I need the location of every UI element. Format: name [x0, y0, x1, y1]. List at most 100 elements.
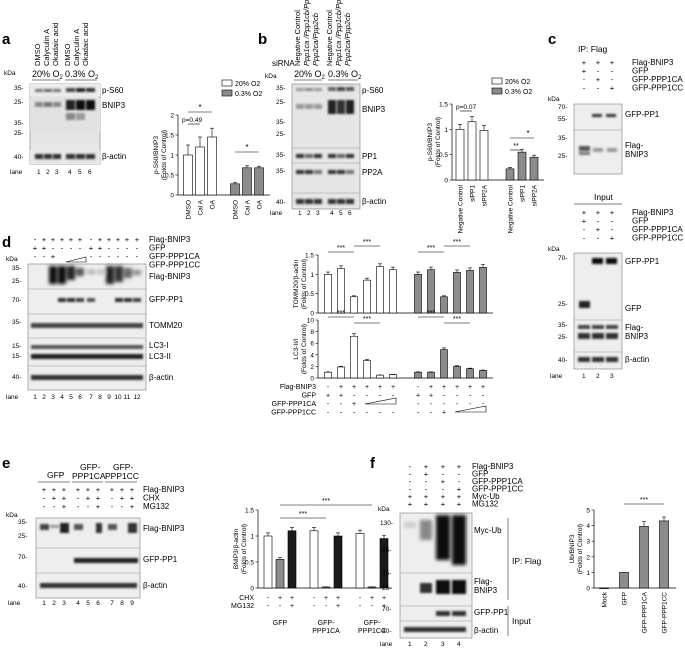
- svg-text:6: 6: [348, 210, 352, 217]
- d-chart-row-label-3: GFP-PPP1CC: [271, 410, 316, 417]
- d-lane-num-6: 7: [89, 394, 93, 401]
- chart-d1-bar-11: [479, 267, 487, 314]
- band-labels-b: p-S60 BNIP3 PP1 PP2A β-actin: [362, 86, 386, 206]
- panel-letter-f: f: [370, 455, 376, 472]
- chart-d1-bar-0: [324, 274, 332, 314]
- svg-text:6: 6: [88, 169, 92, 176]
- chart-d1-bar-7: [427, 269, 435, 314]
- svg-text:35-: 35-: [276, 85, 285, 92]
- markers-c-input: 70- 25- 35- 25- 40-: [558, 255, 567, 364]
- d-chart-sign-1-3: -: [366, 393, 369, 400]
- lane-label-a-6: Okadaic acid: [81, 23, 90, 66]
- svg-text:35-: 35-: [14, 120, 23, 127]
- group-labels-e: GFP GFP- PPP1CA GFP- PPP1CC: [47, 462, 139, 481]
- d-chart-sign-1-0: +: [326, 393, 330, 400]
- e-lane-num-1: 2: [52, 600, 56, 607]
- svg-text:25-: 25-: [18, 533, 27, 540]
- svg-text:40-: 40-: [558, 357, 567, 364]
- svg-text:15-: 15-: [12, 353, 21, 360]
- d-chart-sign-0-1: +: [339, 384, 343, 391]
- svg-text:55-: 55-: [382, 547, 391, 554]
- chart-e-group-1b: PPP1CA: [312, 628, 340, 635]
- chart-e-sign-1-8: +: [382, 603, 386, 610]
- svg-text:5: 5: [78, 169, 82, 176]
- chart-d2-bar-6: [414, 371, 422, 379]
- c-input-sign-1-2: -: [611, 217, 614, 226]
- f-blot-sign-4-0: +: [408, 492, 413, 501]
- chart-b-legend-1: 0.3% O2: [505, 89, 532, 96]
- chart-a: 0 0.5 1 1.5 2 p-S60/BNIP3 (Folds of Control) DM…: [153, 79, 270, 220]
- chart-f-ytick-label-1: 1: [586, 570, 590, 577]
- d-blot-sign-1-7: +: [98, 244, 103, 253]
- e-blot-sign-2-0: -: [43, 502, 46, 511]
- panel-letter-e: e: [2, 455, 10, 472]
- svg-text:β-actin: β-actin: [102, 152, 126, 161]
- d-lane-num-9: 10: [114, 394, 122, 401]
- chart-d2-ytick-label-4: 8: [310, 329, 314, 336]
- svg-text:40-: 40-: [18, 583, 27, 590]
- svg-text:GFP-PP1: GFP-PP1: [474, 608, 509, 617]
- svg-text:35-: 35-: [382, 570, 391, 577]
- svg-text:PP2A: PP2A: [362, 168, 383, 177]
- chart-d2-bar-1: [337, 366, 345, 379]
- f-blot-row-label-4: Myc-Ub: [472, 492, 500, 501]
- chart-d1-bar-2: [350, 296, 358, 314]
- f-blot-sign-1-2: -: [442, 470, 445, 479]
- chart-a-xlabel-5: OA: [257, 199, 264, 209]
- chart-d1-bar-6: [414, 274, 422, 314]
- chart-e-sign-0-8: +: [382, 595, 386, 602]
- chart-f-bar-2: [639, 526, 649, 589]
- e-blot-sign-0-7: +: [120, 485, 125, 494]
- f-blot-sign-0-1: +: [424, 462, 429, 471]
- d-blot-sign-2-1: -: [43, 252, 46, 261]
- f-blot-row-label-2: GFP-PPP1CA: [472, 477, 523, 486]
- chart-f-bar-3: [659, 520, 669, 589]
- chart-a-legend-1: 0.3% O2: [235, 91, 262, 98]
- lane-word-f: lane: [380, 641, 393, 648]
- chart-b-bar-0: [455, 129, 465, 181]
- d-chart-sign-2-0: -: [327, 401, 330, 408]
- panel-letter-b: b: [258, 31, 267, 48]
- chart-e-sign-1-0: -: [267, 603, 270, 610]
- f-blot-sign-4-2: +: [441, 492, 446, 501]
- chart-b-bar-4: [517, 151, 527, 181]
- chart-a-legend-swatch-1: [221, 89, 233, 97]
- lane-numbers-c: 1 2 3: [582, 373, 614, 380]
- c-input-sign-3-2: +: [610, 234, 615, 243]
- band-labels-d: Flag-BNIP3 GFP-PP1 TOMM20 LC3-I LC3-II β…: [149, 272, 191, 382]
- c-ip-sign-0-2: +: [610, 58, 615, 67]
- chart-b-xlabel-5: siPP2A: [532, 184, 539, 206]
- c-input-sign-3-0: -: [583, 234, 586, 243]
- band-labels-f: Myc-Ub Flag- BNIP3 GFP-PP1 β-actin: [474, 526, 509, 635]
- f-blot-row-label-5: MG132: [472, 500, 499, 509]
- chart-f-bar-0: [599, 587, 609, 589]
- d-chart-sign-0-5: +: [391, 384, 395, 391]
- c-input-sign-0-0: +: [582, 208, 587, 217]
- chart-e-sign-1-7: -: [371, 603, 374, 610]
- lane-word-b: lane: [270, 210, 283, 217]
- chart-d1-bar-3: [363, 279, 371, 314]
- e-blot-sign-2-7: -: [121, 502, 124, 511]
- d-chart-sign-0-8: +: [442, 384, 446, 391]
- lane-label-a-2: Calyculin A: [42, 29, 51, 66]
- f-blot-sign-1-1: +: [424, 470, 429, 479]
- chart-e-sign-0-5: +: [336, 595, 340, 602]
- f-blot-sign-4-1: +: [424, 492, 429, 501]
- e-blot-sign-2-2: +: [62, 502, 67, 511]
- d-blot-row-label-2: GFP-PPP1CA: [149, 252, 200, 261]
- svg-text:4: 4: [457, 641, 461, 648]
- chart-a-xlabel-0: DMSO: [186, 200, 193, 220]
- svg-text:PPP1CC: PPP1CC: [105, 471, 139, 481]
- d-chart-sign-2-2: +: [352, 401, 356, 408]
- chart-e-sign-label-1: MG132: [231, 603, 254, 610]
- c-ip-sign-2-2: -: [611, 75, 614, 84]
- c-ip-sign-1-0: +: [582, 67, 587, 76]
- e-blot-sign-2-1: -: [53, 502, 56, 511]
- chart-d2-ytick-label-5: 10: [307, 318, 315, 325]
- svg-text:Negative Control: Negative Control: [293, 10, 302, 66]
- svg-text:Flag-: Flag-: [625, 141, 644, 150]
- d-lane-num-0: 1: [33, 394, 37, 401]
- c-ip-sign-2-1: +: [596, 75, 601, 84]
- svg-text:GFP-: GFP-: [80, 462, 100, 472]
- d-blot-sign-0-1: +: [42, 235, 47, 244]
